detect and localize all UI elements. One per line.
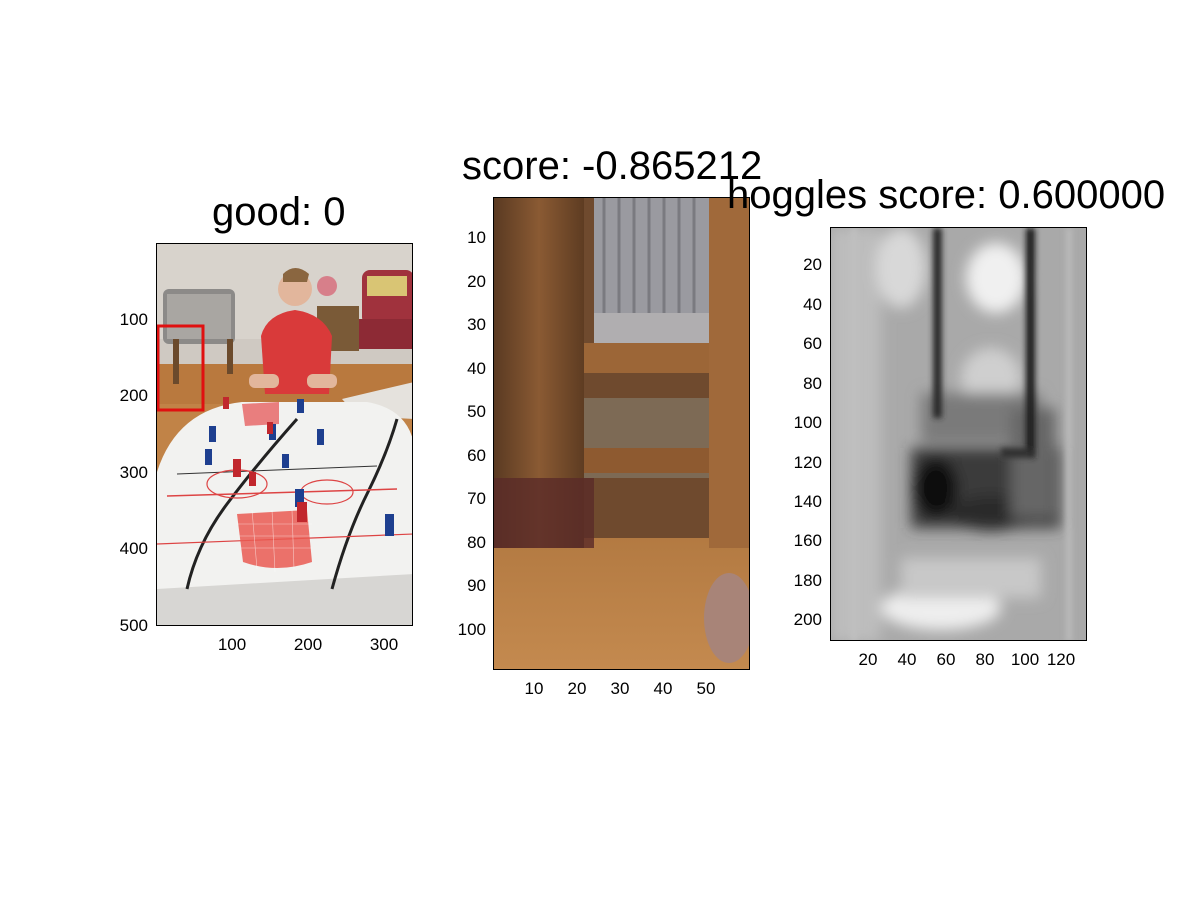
panel-3-xtick: 60 [936, 650, 956, 669]
panel-3-ytick: 80 [803, 374, 822, 393]
panel-3-ytick: 120 [793, 453, 822, 472]
panel-2-ytick: 30 [467, 315, 486, 334]
panel-2-ytick: 90 [467, 576, 486, 595]
panel-1-ytick: 500 [119, 616, 148, 635]
panel-1-xtick: 300 [369, 635, 399, 654]
panel-2-ytick: 60 [467, 446, 486, 465]
panel-2-xtick: 50 [696, 679, 716, 698]
panel-2-ytick: 10 [467, 228, 486, 247]
panel-2-xtick: 40 [653, 679, 673, 698]
panel-2-ytick: 80 [467, 533, 486, 552]
panel-1-xtick: 200 [293, 635, 323, 654]
panel-3-ytick: 140 [793, 492, 822, 511]
panel-2-title: score: -0.865212 [462, 144, 763, 188]
scene-photo [157, 244, 412, 625]
panel-1-xtick: 100 [217, 635, 247, 654]
panel-2-xtick: 30 [610, 679, 630, 698]
panel-1-ytick: 100 [119, 310, 148, 329]
panel-2-ytick: 20 [467, 272, 486, 291]
panel-2-ytick: 50 [467, 402, 486, 421]
panel-3-ytick: 160 [793, 531, 822, 550]
panel-2-image [493, 197, 750, 670]
panel-3-ytick: 100 [793, 413, 822, 432]
panel-3-ytick: 60 [803, 334, 822, 353]
panel-2-xtick: 10 [524, 679, 544, 698]
panel-3-ytick: 40 [803, 295, 822, 314]
panel-3-ytick: 20 [803, 255, 822, 274]
panel-3-xtick: 40 [897, 650, 917, 669]
panel-1-title: good: 0 [212, 190, 346, 234]
panel-3-xtick: 80 [975, 650, 995, 669]
panel-3-xtick: 100 [1010, 650, 1040, 669]
panel-1-ytick: 300 [119, 463, 148, 482]
panel-2-ytick: 40 [467, 359, 486, 378]
crop-photo [494, 198, 749, 669]
panel-2-ytick: 70 [467, 489, 486, 508]
hog-visualization [831, 228, 1086, 640]
panel-2-ytick: 100 [457, 620, 486, 639]
detection-box [157, 324, 205, 412]
panel-3-ytick: 200 [793, 610, 822, 629]
panel-1-image [156, 243, 413, 626]
panel-3-xtick: 120 [1046, 650, 1076, 669]
panel-1-ytick: 200 [119, 386, 148, 405]
panel-1-ytick: 400 [119, 539, 148, 558]
panel-2-xtick: 20 [567, 679, 587, 698]
panel-3-title: hoggles score: 0.600000 [727, 173, 1166, 217]
panel-3-image [830, 227, 1087, 641]
panel-3-ytick: 180 [793, 571, 822, 590]
panel-3-xtick: 20 [858, 650, 878, 669]
